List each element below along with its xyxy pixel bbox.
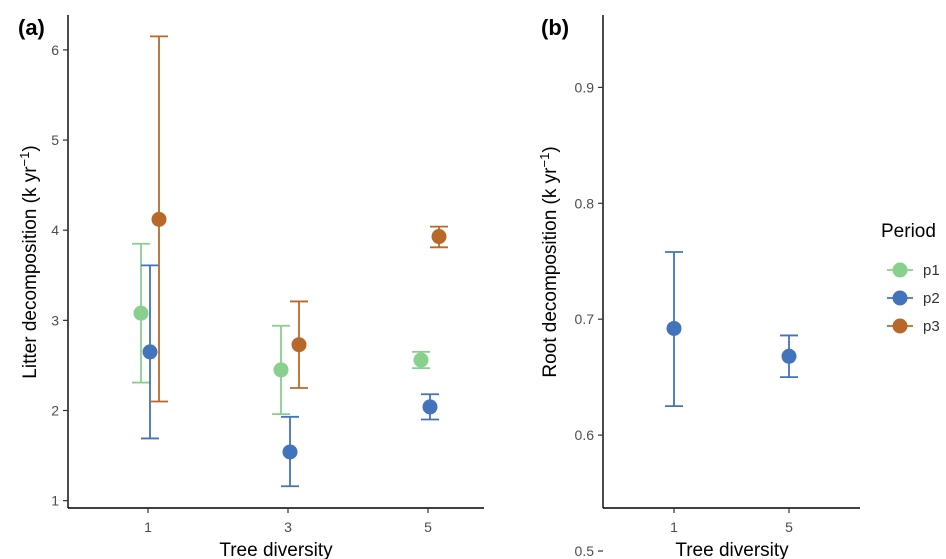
panel-a-x-tick-label: 5 (424, 519, 432, 535)
panel-a-p1-x1-mark (132, 242, 150, 384)
legend-item-p2: p2 (887, 290, 940, 307)
legend-item-p3: p3 (887, 318, 940, 335)
panel-b-marks (665, 251, 798, 408)
panel-a-p2-x5-mark (421, 393, 439, 421)
panel-a-p2-x1-mark (141, 264, 159, 440)
legend-title: Period (881, 221, 936, 242)
panel-a-tag: (a) (18, 15, 45, 40)
panel-b-y-axis-title-close: ) (540, 146, 561, 152)
legend-key-point (892, 290, 908, 306)
panel-a-y-tick-label: 3 (51, 312, 59, 328)
panel-b-y-tick-label: 0.7 (575, 311, 595, 327)
panel-a-x-tick-label: 3 (284, 519, 292, 535)
panel-b-y-tick-label: 0.8 (575, 195, 595, 211)
legend-item-label: p2 (923, 290, 940, 307)
data-point (781, 348, 797, 364)
legend-key-point (892, 318, 908, 334)
panel-b-p2-x1-mark (665, 251, 683, 408)
panel-a-p3-x3-mark (290, 300, 308, 389)
panel-a-p1-x3-mark (272, 324, 290, 416)
panel-a-x-ticks: 1 3 5 (144, 508, 432, 535)
data-point (291, 337, 307, 353)
data-point (422, 399, 438, 415)
data-point (666, 320, 682, 336)
panel-a-x-tick-label: 1 (144, 519, 152, 535)
panel-b-x-axis-title: Tree diversity (675, 540, 789, 559)
legend-item-p1: p1 (887, 262, 940, 279)
panel-a-y-axis-title-close: ) (20, 145, 41, 151)
panel-a-x-axis-title: Tree diversity (219, 540, 333, 559)
panel-a-y-tick-label: 4 (51, 222, 59, 238)
panel-a-marks (132, 35, 448, 488)
panel-a: (a) 1 2 3 4 5 6 1 3 5 Tree diversity Litter dec… (17, 15, 484, 559)
panel-a-y-axis-title: Litter decomposition (k yr−1) (17, 145, 42, 378)
legend-item-label: p3 (923, 318, 940, 335)
panel-b-x-tick-label: 5 (785, 519, 793, 535)
panel-b-y-tick-label: 0.5 (575, 543, 595, 559)
panel-a-p2-x3-mark (281, 415, 299, 488)
panel-b-y-tick-label: 0.6 (575, 427, 595, 443)
panel-b-y-ticks: 0.5 0.6 0.7 0.8 0.9 (575, 79, 603, 559)
panel-a-p3-x5-mark (430, 225, 448, 249)
panel-a-y-tick-label: 2 (51, 403, 59, 419)
panel-b-tag: (b) (541, 15, 569, 40)
data-point (273, 362, 289, 378)
panel-b-y-axis-title: Root decomposition (k yr−1) (537, 146, 562, 377)
data-point (142, 344, 158, 360)
data-point (151, 211, 167, 227)
data-point (282, 444, 298, 460)
panel-a-p3-x1-mark (150, 35, 168, 403)
legend: Period p1 p2 p3 (881, 221, 940, 335)
legend-key-point (892, 262, 908, 278)
data-point (431, 229, 447, 245)
panel-a-p1-x5-mark (412, 351, 430, 370)
legend-item-label: p1 (923, 262, 940, 279)
data-point (133, 305, 149, 321)
panel-a-y-tick-label: 6 (51, 42, 59, 58)
legend-items: p1 p2 p3 (887, 262, 940, 335)
panel-b-x-tick-label: 1 (670, 519, 678, 535)
panel-b-p2-x5-mark (780, 334, 798, 379)
panel-a-y-tick-label: 1 (51, 493, 59, 509)
panel-b-y-tick-label: 0.9 (575, 79, 595, 95)
panel-b-y-axis-title-main: Root decomposition (k yr (540, 167, 561, 378)
data-point (413, 352, 429, 368)
panel-a-y-tick-label: 5 (51, 132, 59, 148)
panel-a-y-axis-title-sup: −1 (17, 152, 32, 167)
panel-a-y-ticks: 1 2 3 4 5 6 (51, 42, 68, 509)
panel-b-y-axis-title-sup: −1 (537, 153, 552, 168)
panel-a-y-axis-title-main: Litter decomposition (k yr (20, 166, 41, 379)
